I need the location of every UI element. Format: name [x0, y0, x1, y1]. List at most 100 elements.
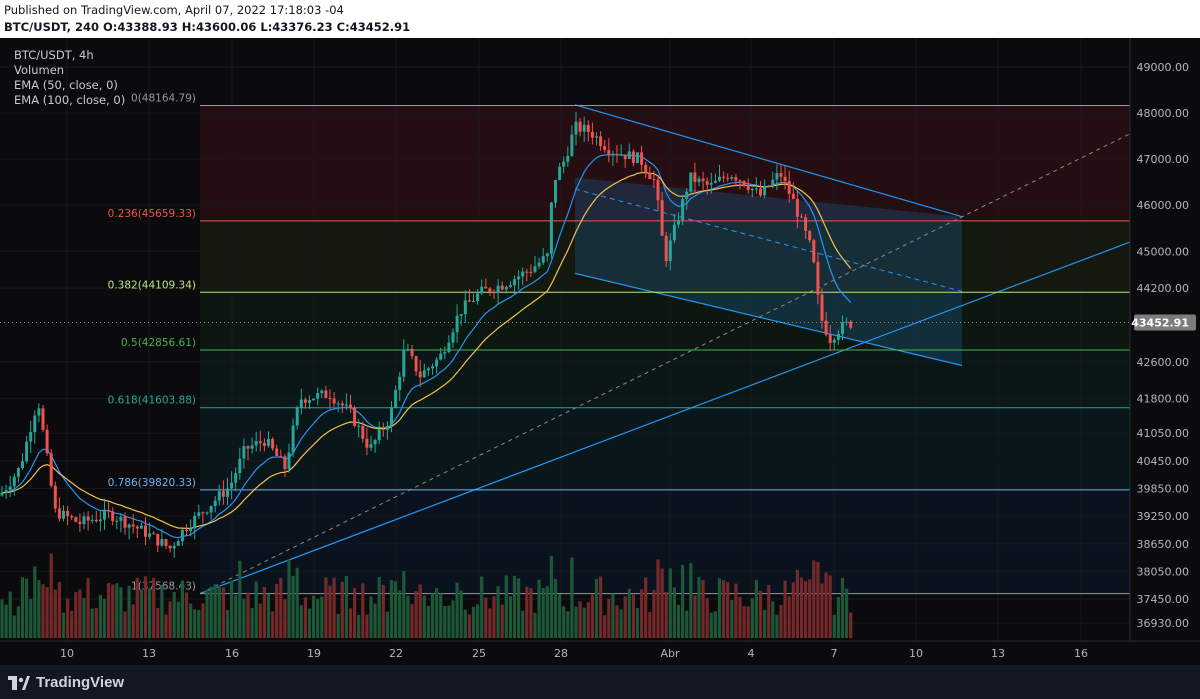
candle-body: [402, 350, 406, 377]
candle-body: [234, 473, 238, 483]
volume-bar: [660, 568, 664, 638]
volume-bar: [394, 581, 398, 638]
volume-bar: [763, 609, 767, 638]
candle-body: [750, 188, 754, 190]
candle-body: [590, 131, 594, 138]
fib-label-6: 1(37568.43): [131, 581, 196, 593]
candle-body: [627, 151, 631, 159]
candle-body: [455, 315, 459, 333]
legend-volume: Volumen: [14, 63, 65, 77]
volume-bar: [418, 584, 422, 638]
tradingview-logo[interactable]: TradingView: [8, 674, 124, 691]
volume-bar: [328, 585, 332, 638]
candle-body: [775, 173, 779, 180]
volume-bar: [504, 575, 508, 638]
last-price-label: 43452.91: [1131, 317, 1189, 330]
volume-bar: [746, 606, 750, 638]
volume-bar: [726, 582, 730, 638]
candle-body: [472, 300, 475, 302]
volume-bar: [262, 586, 266, 638]
candle-body: [119, 516, 123, 521]
candle-body: [648, 172, 652, 180]
volume-bar: [459, 590, 463, 638]
volume-bar: [603, 615, 607, 638]
candle-body: [410, 348, 414, 357]
volume-bar: [828, 575, 832, 638]
volume-bar: [525, 586, 529, 638]
price-chart[interactable]: 0(48164.79) 0.236(45659.33) 0.382(44109.34…: [0, 38, 1200, 665]
candle-body: [759, 188, 762, 196]
volume-bar: [496, 586, 500, 638]
volume-bar: [82, 598, 86, 638]
volume-bar: [508, 596, 512, 638]
candle-body: [660, 200, 664, 236]
volume-bar: [578, 601, 582, 638]
x-tick-label: 22: [389, 647, 403, 660]
candle-body: [295, 407, 299, 426]
candle-body: [800, 216, 803, 218]
volume-bar: [840, 577, 845, 638]
candle-body: [152, 533, 156, 535]
candle-body: [406, 348, 410, 351]
volume-bar: [410, 604, 414, 638]
volume-bar: [33, 566, 37, 638]
candle-body: [574, 121, 578, 135]
candle-body: [275, 448, 279, 456]
candle-body: [726, 177, 730, 179]
candle-body: [582, 124, 586, 132]
volume-bar: [558, 594, 562, 638]
candle-body: [513, 279, 516, 286]
volume-bar: [70, 610, 74, 638]
candle-body: [168, 545, 172, 549]
volume-bar: [213, 584, 217, 638]
legend-ema100: EMA (100, close, 0): [14, 93, 126, 107]
volume-bar: [635, 607, 640, 638]
volume-bar: [57, 582, 61, 638]
candle-body: [250, 445, 254, 449]
volume-bar: [812, 560, 816, 638]
volume-bar: [713, 611, 717, 638]
candle-body: [607, 149, 611, 155]
x-tick-label: 10: [909, 647, 923, 660]
chart-canvas[interactable]: 0(48164.79) 0.236(45659.33) 0.382(44109.34…: [0, 38, 1200, 665]
y-tick-label: 45000.00: [1137, 245, 1190, 258]
candle-body: [525, 271, 529, 273]
candle-body: [500, 285, 504, 290]
channel-fill: [575, 177, 962, 366]
x-tick-label: 10: [60, 647, 74, 660]
volume-bar: [246, 592, 250, 638]
legend-symbol: BTC/USDT, 4h: [14, 48, 94, 62]
candle-body: [8, 486, 12, 491]
volume-bar: [336, 614, 340, 638]
volume-bar: [176, 601, 180, 638]
candle-body: [631, 151, 635, 163]
volume-bar: [742, 606, 746, 638]
candle-body: [693, 172, 697, 183]
volume-bar: [332, 577, 336, 638]
candle-body: [193, 515, 197, 529]
volume-bar: [168, 601, 172, 638]
candle-body: [357, 425, 361, 427]
volume-bar: [631, 594, 635, 638]
x-tick-label: 28: [554, 647, 568, 660]
candle-body: [139, 525, 143, 529]
candle-body: [824, 320, 828, 335]
candle-body: [74, 517, 78, 522]
volume-bar: [722, 580, 726, 638]
volume-bar: [357, 614, 361, 638]
candle-body: [521, 271, 525, 277]
volume-bar: [266, 593, 271, 638]
volume-bar: [283, 599, 287, 638]
candle-body: [816, 262, 820, 295]
volume-bar: [529, 588, 533, 638]
price-axis-bg: [1130, 38, 1200, 665]
x-tick-label: 25: [472, 647, 486, 660]
candle-body: [656, 179, 660, 201]
volume-bar: [582, 607, 586, 638]
candle-body: [189, 528, 193, 531]
candle-body: [103, 509, 106, 520]
volume-bar: [209, 586, 213, 638]
candle-body: [459, 314, 463, 316]
candle-body: [209, 505, 213, 513]
candle-body: [636, 152, 639, 163]
